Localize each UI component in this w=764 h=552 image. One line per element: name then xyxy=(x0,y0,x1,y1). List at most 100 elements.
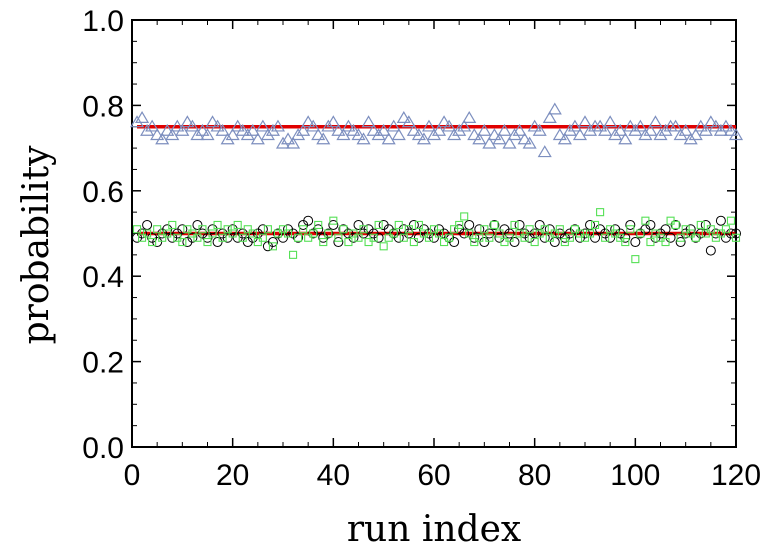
square-point xyxy=(314,220,323,230)
square-point xyxy=(460,212,469,221)
tick-labels: 0 20 40 60 80 100 120 0.0 0.2 0.4 0.6 0.8 1.0 xyxy=(82,5,761,492)
square-point xyxy=(374,220,383,230)
triangle-point xyxy=(431,123,447,136)
square-point xyxy=(681,225,690,234)
square-point xyxy=(193,233,202,242)
y-axis-title: probability xyxy=(16,145,57,344)
circle-point xyxy=(142,219,153,230)
triangle-point xyxy=(275,136,291,149)
circle-point xyxy=(464,219,475,230)
square-point xyxy=(676,233,685,242)
square-point xyxy=(243,225,252,234)
triangle-point xyxy=(270,119,286,132)
triangle-point xyxy=(567,119,582,132)
square-point xyxy=(409,237,418,247)
square-point xyxy=(661,237,670,247)
triangle-point xyxy=(225,128,240,141)
circle-point xyxy=(715,215,726,226)
square-point xyxy=(445,233,454,242)
triangle-point xyxy=(170,119,185,132)
square-point xyxy=(686,229,695,238)
triangle-point xyxy=(447,128,462,141)
square-point xyxy=(349,229,358,238)
triangle-point xyxy=(437,115,452,128)
square-point xyxy=(132,225,142,234)
triangle-point xyxy=(638,128,653,141)
circle-point xyxy=(685,224,696,235)
triangle-point xyxy=(140,123,155,136)
circle-point xyxy=(569,224,580,235)
x-tick-label: 0 xyxy=(124,459,141,492)
square-point xyxy=(560,237,569,247)
triangle-point xyxy=(406,123,421,136)
triangle-point xyxy=(618,132,633,145)
circle-point xyxy=(303,215,314,226)
circle-point xyxy=(660,224,671,235)
square-point xyxy=(419,229,428,238)
triangle-point xyxy=(371,128,386,141)
triangle-point xyxy=(703,115,718,128)
square-point xyxy=(198,225,207,234)
circle-point xyxy=(177,224,188,235)
square-point xyxy=(731,233,741,242)
triangle-point xyxy=(477,123,492,136)
triangle-point xyxy=(472,132,487,145)
triangle-point xyxy=(336,128,351,141)
square-point xyxy=(238,233,247,242)
square-point xyxy=(706,225,715,234)
square-point xyxy=(596,208,605,217)
square-point xyxy=(656,233,665,242)
circle-point xyxy=(413,232,424,243)
x-tick-label: 120 xyxy=(711,459,761,492)
triangle-point xyxy=(507,128,522,141)
square-point xyxy=(465,229,474,238)
circle-point xyxy=(267,237,278,248)
square-point xyxy=(726,216,736,225)
square-point xyxy=(475,233,484,242)
triangle-point xyxy=(135,111,150,124)
square-point xyxy=(434,229,444,238)
triangle-point xyxy=(190,128,205,141)
square-point xyxy=(344,237,353,247)
square-point xyxy=(213,220,222,230)
circle-point xyxy=(162,224,173,235)
triangle-point xyxy=(311,128,326,141)
triangle-point xyxy=(562,123,577,136)
square-point xyxy=(143,229,152,238)
circle-point xyxy=(645,219,656,230)
square-point xyxy=(253,237,262,247)
square-point xyxy=(379,242,388,251)
square-point xyxy=(273,229,283,238)
triangle-point xyxy=(628,123,643,136)
triangle-point xyxy=(280,132,296,145)
triangle-point xyxy=(593,119,608,132)
triangle-point xyxy=(713,123,728,136)
triangle-point xyxy=(527,119,542,132)
square-point xyxy=(289,250,298,259)
triangle-point xyxy=(215,123,230,136)
y-tick-label: 0.6 xyxy=(82,176,124,209)
square-point xyxy=(616,233,625,242)
triangle-point xyxy=(658,123,673,136)
axis-ticks xyxy=(131,19,737,448)
circle-point xyxy=(227,224,238,235)
square-point xyxy=(304,233,313,242)
square-point xyxy=(641,216,650,225)
triangle-point xyxy=(572,128,588,141)
circle-point xyxy=(479,237,490,248)
triangle-point xyxy=(457,119,472,132)
square-point xyxy=(651,229,660,238)
square-point xyxy=(666,216,675,225)
square-point xyxy=(278,225,288,234)
square-point xyxy=(440,237,449,247)
circle-point xyxy=(665,232,676,243)
triangle-point xyxy=(497,123,512,136)
square-point xyxy=(591,220,600,230)
triangle-point xyxy=(361,115,376,128)
triangle-point xyxy=(346,123,361,136)
x-tick-label: 60 xyxy=(417,459,450,492)
triangle-point xyxy=(532,123,547,136)
x-tick-label: 100 xyxy=(610,459,660,492)
data-points xyxy=(129,102,744,264)
